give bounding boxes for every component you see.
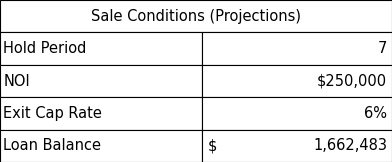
Text: Loan Balance: Loan Balance — [3, 138, 101, 153]
Text: 7: 7 — [378, 41, 387, 56]
Text: $: $ — [208, 138, 217, 153]
Bar — [202, 32, 392, 65]
Bar — [0, 0, 392, 32]
Bar — [0, 130, 202, 162]
Text: 1,662,483: 1,662,483 — [313, 138, 387, 153]
Bar — [0, 97, 202, 130]
Text: Hold Period: Hold Period — [3, 41, 87, 56]
Text: NOI: NOI — [3, 74, 30, 88]
Bar — [202, 130, 392, 162]
Text: $250,000: $250,000 — [317, 74, 387, 88]
Text: Exit Cap Rate: Exit Cap Rate — [3, 106, 102, 121]
Bar — [202, 65, 392, 97]
Bar — [0, 65, 202, 97]
Text: 6%: 6% — [364, 106, 387, 121]
Bar — [0, 32, 202, 65]
Bar — [202, 97, 392, 130]
Text: Sale Conditions (Projections): Sale Conditions (Projections) — [91, 9, 301, 24]
